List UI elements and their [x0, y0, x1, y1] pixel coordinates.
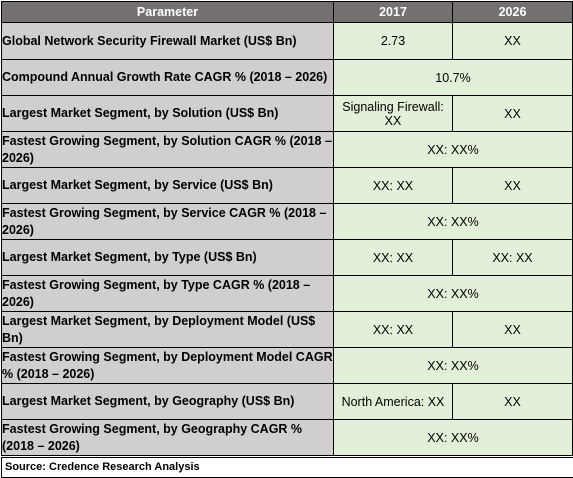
- table-row: Largest Market Segment, by Type (US$ Bn)…: [1, 239, 573, 276]
- row-parameter: Global Network Security Firewall Market …: [1, 22, 334, 60]
- row-value-merged: 10.7%: [333, 59, 573, 96]
- table-row: Fastest Growing Segment, by Type CAGR % …: [1, 275, 573, 312]
- row-parameter: Fastest Growing Segment, by Deployment M…: [1, 347, 334, 384]
- row-value-2017: 2.73: [333, 22, 453, 60]
- row-value-merged: XX: XX%: [333, 347, 573, 384]
- table-row: Largest Market Segment, by Geography (US…: [1, 383, 573, 420]
- header-parameter: Parameter: [1, 1, 334, 23]
- table-row: Fastest Growing Segment, by Service CAGR…: [1, 203, 573, 240]
- row-value-2026: XX: [452, 383, 573, 420]
- table-row: Fastest Growing Segment, by Geography CA…: [1, 419, 573, 456]
- row-value-2026: XX: [452, 95, 573, 132]
- row-value-2017: XX: XX: [333, 311, 453, 348]
- row-parameter: Largest Market Segment, by Solution (US$…: [1, 95, 334, 132]
- table-row: Global Network Security Firewall Market …: [1, 22, 573, 60]
- row-value-2017: XX: XX: [333, 239, 453, 276]
- table-row: Compound Annual Growth Rate CAGR % (2018…: [1, 59, 573, 96]
- table-row: Largest Market Segment, by Solution (US$…: [1, 95, 573, 132]
- row-value-merged: XX: XX%: [333, 131, 573, 168]
- row-parameter: Largest Market Segment, by Deployment Mo…: [1, 311, 334, 348]
- source-note: Source: Credence Research Analysis: [1, 457, 573, 478]
- row-parameter: Fastest Growing Segment, by Solution CAG…: [1, 131, 334, 168]
- row-value-2026: XX: XX: [452, 239, 573, 276]
- table-header-row: Parameter 2017 2026: [1, 1, 573, 23]
- row-parameter: Largest Market Segment, by Geography (US…: [1, 383, 334, 420]
- row-value-2026: XX: [452, 311, 573, 348]
- row-parameter: Fastest Growing Segment, by Type CAGR % …: [1, 275, 334, 312]
- table-row: Largest Market Segment, by Deployment Mo…: [1, 311, 573, 348]
- row-value-2017: Signaling Firewall: XX: [333, 95, 453, 132]
- table-row: Fastest Growing Segment, by Solution CAG…: [1, 131, 573, 168]
- market-summary-table: Parameter 2017 2026 Global Network Secur…: [1, 1, 573, 456]
- table-row: Fastest Growing Segment, by Deployment M…: [1, 347, 573, 384]
- header-2026: 2026: [452, 1, 573, 23]
- row-value-2026: XX: [452, 167, 573, 204]
- row-parameter: Largest Market Segment, by Service (US$ …: [1, 167, 334, 204]
- row-parameter: Fastest Growing Segment, by Geography CA…: [1, 419, 334, 456]
- row-parameter: Compound Annual Growth Rate CAGR % (2018…: [1, 59, 334, 96]
- row-value-2017: XX: XX: [333, 167, 453, 204]
- row-parameter: Fastest Growing Segment, by Service CAGR…: [1, 203, 334, 240]
- row-value-2017: North America: XX: [333, 383, 453, 420]
- row-value-merged: XX: XX%: [333, 203, 573, 240]
- row-value-merged: XX: XX%: [333, 419, 573, 456]
- header-2017: 2017: [333, 1, 453, 23]
- table-row: Largest Market Segment, by Service (US$ …: [1, 167, 573, 204]
- row-parameter: Largest Market Segment, by Type (US$ Bn): [1, 239, 334, 276]
- row-value-2026: XX: [452, 22, 573, 60]
- row-value-merged: XX: XX%: [333, 275, 573, 312]
